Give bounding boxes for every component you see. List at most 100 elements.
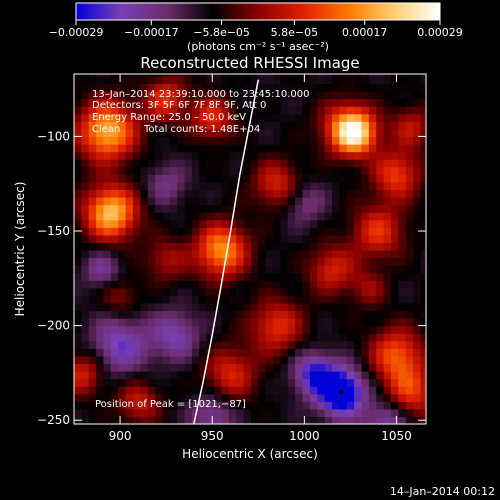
heatmap-cell — [243, 136, 252, 145]
heatmap-cell — [287, 295, 296, 304]
heatmap-cell — [206, 166, 215, 175]
heatmap-cell — [243, 408, 252, 418]
heatmap-cell — [177, 189, 186, 198]
heatmap-cell — [81, 318, 90, 327]
heatmap-cell — [88, 234, 97, 243]
heatmap-cell — [125, 159, 134, 168]
heatmap-cell — [280, 280, 289, 289]
heatmap-cell — [339, 280, 348, 289]
heatmap-cell — [339, 174, 348, 183]
heatmap-cell — [273, 74, 282, 77]
heatmap-cell — [420, 386, 426, 395]
heatmap-cell — [125, 121, 134, 130]
heatmap-cell — [88, 280, 97, 289]
heatmap-cell — [96, 295, 105, 304]
heatmap-cell — [346, 212, 355, 221]
heatmap-cell — [413, 386, 422, 395]
heatmap-cell — [287, 204, 296, 213]
heatmap-cell — [147, 227, 156, 236]
heatmap-cell — [74, 151, 82, 160]
heatmap-cell — [376, 393, 385, 402]
heatmap-cell — [125, 91, 134, 100]
heatmap-cell — [140, 401, 149, 410]
heatmap-cell — [258, 166, 267, 175]
heatmap-cell — [390, 378, 399, 387]
heatmap-cell — [155, 378, 164, 387]
heatmap-cell — [420, 408, 426, 418]
heatmap-cell — [280, 249, 289, 259]
heatmap-cell — [88, 416, 97, 424]
heatmap-cell — [81, 302, 90, 312]
heatmap-cell — [132, 204, 141, 213]
heatmap-cell — [103, 340, 112, 349]
heatmap-cell — [368, 189, 377, 198]
heatmap-cell — [140, 212, 149, 221]
heatmap-cell — [236, 91, 245, 100]
heatmap-cell — [199, 106, 208, 115]
heatmap-cell — [258, 287, 267, 296]
heatmap-cell — [236, 325, 245, 334]
heatmap-cell — [398, 83, 407, 92]
heatmap-cell — [88, 408, 97, 418]
heatmap-cell — [273, 113, 282, 122]
heatmap-cell — [258, 151, 267, 160]
heatmap-cell — [265, 91, 274, 100]
heatmap-cell — [169, 318, 178, 327]
heatmap-cell — [81, 378, 90, 387]
heatmap-cell — [250, 378, 259, 387]
heatmap-cell — [81, 181, 90, 191]
heatmap-cell — [155, 393, 164, 402]
heatmap-cell — [280, 113, 289, 122]
heatmap-cell — [302, 98, 311, 107]
heatmap-cell — [368, 302, 377, 312]
heatmap-cell — [265, 106, 274, 115]
heatmap-cell — [81, 219, 90, 228]
heatmap-cell — [309, 219, 318, 228]
heatmap-cell — [191, 74, 200, 77]
heatmap-cell — [214, 249, 223, 259]
heatmap-cell — [184, 333, 193, 342]
heatmap-cell — [280, 98, 289, 107]
heatmap-cell — [118, 333, 127, 342]
heatmap-cell — [103, 272, 112, 281]
heatmap-cell — [317, 295, 326, 304]
heatmap-cell — [81, 106, 90, 115]
heatmap-cell — [317, 189, 326, 198]
heatmap-cell — [184, 242, 193, 251]
heatmap-cell — [74, 408, 82, 418]
heatmap-cell — [110, 98, 119, 107]
heatmap-cell — [177, 371, 186, 380]
heatmap-cell — [250, 295, 259, 304]
heatmap-cell — [206, 106, 215, 115]
heatmap-cell — [206, 333, 215, 342]
heatmap-cell — [162, 249, 171, 259]
heatmap-cell — [206, 196, 215, 206]
heatmap-cell — [250, 348, 259, 357]
heatmap-cell — [162, 91, 171, 100]
heatmap-cell — [368, 242, 377, 251]
heatmap-cell — [413, 287, 422, 296]
heatmap-cell — [147, 302, 156, 312]
heatmap-cell — [191, 136, 200, 145]
heatmap-cell — [243, 83, 252, 92]
heatmap-cell — [162, 74, 171, 77]
heatmap-cell — [398, 386, 407, 395]
heatmap-cell — [346, 272, 355, 281]
heatmap-cell — [118, 83, 127, 92]
heatmap-cell — [295, 144, 304, 153]
heatmap-cell — [191, 212, 200, 221]
heatmap-cell — [132, 113, 141, 122]
heatmap-cell — [258, 234, 267, 243]
heatmap-cell — [81, 295, 90, 304]
heatmap-cell — [413, 144, 422, 153]
heatmap-cell — [147, 144, 156, 153]
heatmap-cell — [177, 310, 186, 319]
heatmap-cell — [346, 151, 355, 160]
heatmap-cell — [140, 355, 149, 365]
colorbar-tick-label: −0.00017 — [124, 26, 179, 39]
heatmap-cell — [398, 265, 407, 274]
heatmap-cell — [140, 416, 149, 424]
heatmap-cell — [74, 272, 82, 281]
heatmap-cell — [287, 181, 296, 191]
heatmap-cell — [96, 386, 105, 395]
